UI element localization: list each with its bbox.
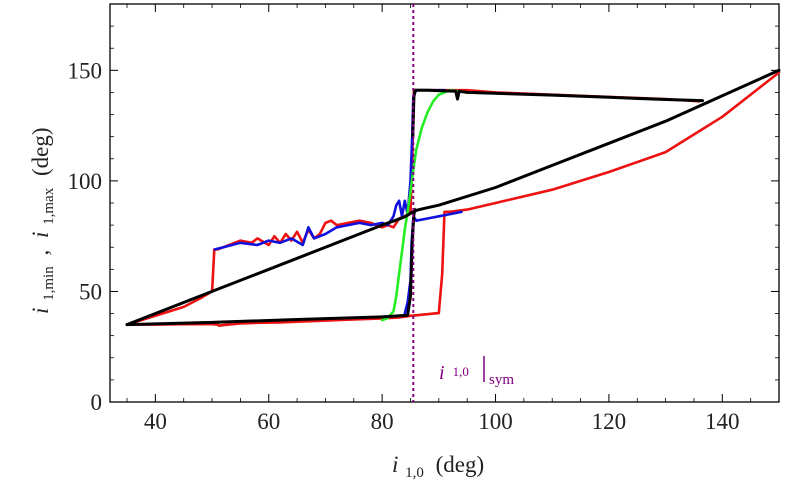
x-axis-sub: 1,0 [405,465,424,481]
x-tick-label: 80 [371,409,394,434]
series-green [380,88,469,322]
y-axis-sub-min: 1,min [41,266,57,301]
y-axis-sub-max: 1,max [41,187,57,225]
series-black-lower [125,208,417,327]
y-axis-label: i 1,min , i 1,max (deg) [28,128,58,314]
tick-layer: 40 60 80 100 120 140 0 50 100 150 [68,3,780,434]
annotation-post-label: sym [489,372,514,388]
y-axis-var-min: i [28,308,53,314]
symmetry-annotation: i 1,0 [439,362,469,384]
y-tick-label: 0 [91,390,103,415]
x-axis-var: i [392,452,398,477]
y-tick-label: 150 [68,58,103,83]
x-axis-unit: (deg) [436,452,485,477]
x-tick-label: 60 [257,409,280,434]
x-tick-label: 100 [478,409,513,434]
series-black-upper [411,88,704,139]
annotation-sub: 1,0 [453,364,469,379]
annotation-var: i [439,362,445,384]
x-axis-label: i 1,0 (deg) [392,452,484,482]
y-tick-label: 50 [79,279,102,304]
series-black-diagonal [125,68,781,327]
y-tick-label: 100 [68,169,103,194]
x-tick-label: 140 [705,409,740,434]
x-tick-label: 40 [144,409,167,434]
series-layer [125,68,781,327]
y-axis-separator: , [28,250,53,256]
y-axis-unit: (deg) [28,128,53,177]
y-axis-var-max: i [28,232,53,238]
x-tick-label: 120 [592,409,627,434]
series-blue-max [213,88,446,251]
